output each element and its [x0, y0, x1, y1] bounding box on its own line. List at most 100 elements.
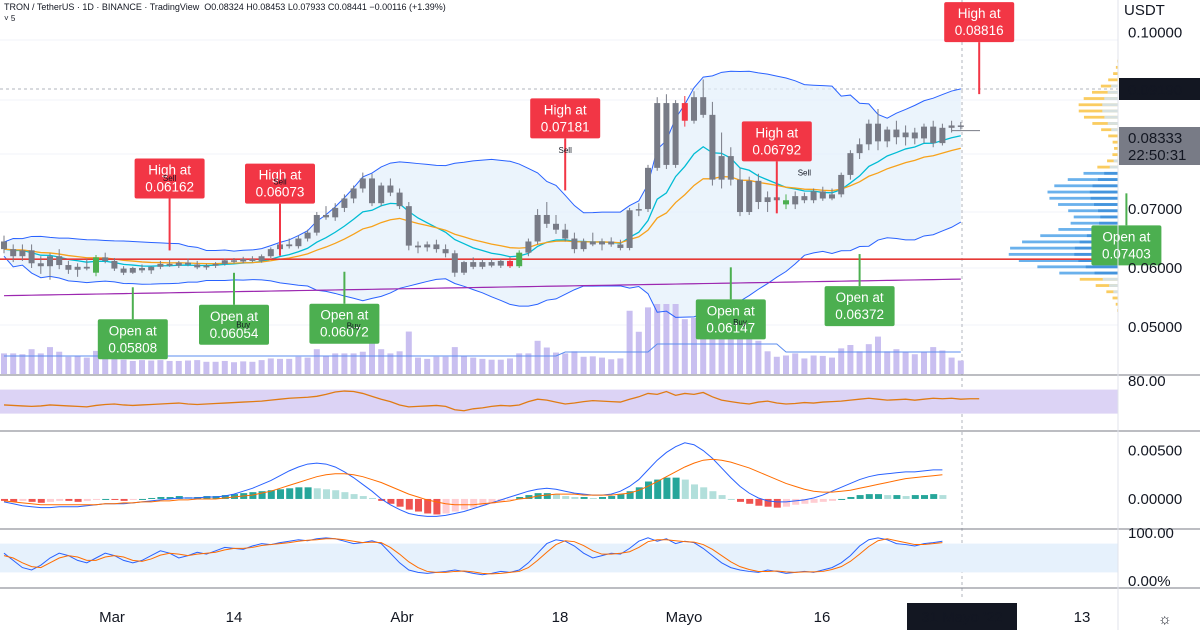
candle-body[interactable]: [534, 214, 541, 242]
stoch-k-line[interactable]: [3, 537, 943, 576]
candle-body[interactable]: [783, 200, 789, 205]
candle-body[interactable]: [231, 260, 237, 262]
rsi-pane[interactable]: [0, 389, 1118, 414]
candle-body[interactable]: [902, 132, 909, 138]
candle-body[interactable]: [718, 156, 725, 180]
candle-body[interactable]: [461, 262, 467, 273]
candle-body[interactable]: [700, 97, 707, 115]
candle-body[interactable]: [415, 245, 421, 248]
candle-body[interactable]: [258, 256, 265, 261]
candle-body[interactable]: [442, 249, 449, 254]
candle-body[interactable]: [672, 103, 679, 165]
candle-body[interactable]: [102, 257, 109, 261]
candle-body[interactable]: [175, 262, 182, 266]
candle-body[interactable]: [47, 256, 53, 267]
candle-body[interactable]: [737, 179, 743, 213]
candle-body[interactable]: [829, 194, 835, 199]
candle-body[interactable]: [83, 266, 90, 269]
candle-body[interactable]: [369, 178, 375, 204]
stoch-d-line[interactable]: [3, 538, 943, 575]
candle-body[interactable]: [194, 264, 201, 268]
candle-body[interactable]: [543, 214, 550, 224]
candle-body[interactable]: [709, 114, 716, 180]
candle-body[interactable]: [507, 260, 513, 267]
candle-body[interactable]: [589, 241, 596, 245]
candle-body[interactable]: [157, 263, 164, 267]
candle-body[interactable]: [654, 103, 661, 168]
candle-body[interactable]: [185, 262, 191, 265]
candle-body[interactable]: [479, 262, 486, 267]
candle-body[interactable]: [304, 232, 311, 239]
candle-body[interactable]: [847, 153, 854, 175]
candle-body[interactable]: [819, 191, 826, 199]
candle-body[interactable]: [663, 103, 670, 165]
candle-body[interactable]: [249, 259, 256, 261]
candle-body[interactable]: [359, 178, 366, 189]
candle-body[interactable]: [921, 126, 927, 139]
candle-body[interactable]: [451, 253, 458, 273]
candle-body[interactable]: [148, 266, 155, 271]
candle-body[interactable]: [893, 129, 900, 138]
candle-body[interactable]: [571, 238, 578, 250]
candle-body[interactable]: [562, 229, 569, 239]
candle-body[interactable]: [433, 244, 440, 250]
candle-body[interactable]: [295, 238, 302, 247]
candle-body[interactable]: [764, 197, 771, 203]
candle-body[interactable]: [323, 214, 329, 218]
candle-body[interactable]: [608, 241, 615, 245]
candle-body[interactable]: [212, 263, 219, 266]
candle-body[interactable]: [617, 244, 624, 248]
candle-body[interactable]: [129, 267, 136, 273]
candle-body[interactable]: [930, 126, 937, 144]
candle-body[interactable]: [957, 125, 964, 127]
candle-body[interactable]: [755, 180, 762, 203]
candle-body[interactable]: [635, 209, 642, 211]
candle-body[interactable]: [240, 259, 247, 262]
time-axis[interactable]: Mar 14 Abr 18 Mayo 16 31 Mayo '22 13: [99, 603, 1090, 630]
macd-line[interactable]: [3, 442, 943, 517]
candle-body[interactable]: [139, 267, 145, 271]
candle-body[interactable]: [875, 123, 881, 142]
candle-body[interactable]: [221, 260, 228, 264]
rsi-line[interactable]: [3, 390, 980, 412]
candle-body[interactable]: [884, 129, 891, 142]
candle-body[interactable]: [396, 192, 403, 207]
candle-body[interactable]: [801, 196, 808, 201]
candle-body[interactable]: [65, 265, 72, 270]
candle-body[interactable]: [681, 103, 688, 121]
candle-body[interactable]: [645, 167, 651, 210]
macd-signal-line[interactable]: [3, 458, 943, 506]
candle-body[interactable]: [267, 249, 274, 257]
candle-body[interactable]: [948, 125, 955, 128]
candle-body[interactable]: [387, 185, 394, 193]
candle-body[interactable]: [166, 263, 173, 266]
candle-body[interactable]: [341, 198, 348, 208]
candle-body[interactable]: [313, 214, 320, 233]
candle-body[interactable]: [691, 97, 697, 121]
candle-body[interactable]: [516, 252, 523, 267]
candle-body[interactable]: [746, 180, 753, 213]
candle-body[interactable]: [37, 263, 44, 267]
candle-body[interactable]: [93, 257, 99, 273]
candle-body[interactable]: [939, 127, 946, 144]
candle-body[interactable]: [10, 249, 17, 257]
indicator-toggle[interactable]: ˅ 5: [4, 14, 16, 23]
candle-body[interactable]: [727, 156, 734, 180]
candle-body[interactable]: [792, 196, 799, 205]
candle-body[interactable]: [525, 241, 532, 253]
candle-body[interactable]: [626, 210, 633, 248]
candle-body[interactable]: [203, 265, 210, 268]
candle-body[interactable]: [111, 260, 118, 269]
candle-body[interactable]: [424, 244, 431, 248]
candle-body[interactable]: [120, 268, 127, 273]
candle-body[interactable]: [865, 123, 872, 145]
macd-pane[interactable]: [1, 442, 947, 517]
candle-body[interactable]: [810, 191, 817, 201]
candle-body[interactable]: [19, 250, 26, 257]
settings-gear-icon[interactable]: ☼: [1158, 611, 1172, 628]
candle-body[interactable]: [1, 241, 7, 250]
candle-body[interactable]: [405, 206, 412, 246]
candle-body[interactable]: [350, 188, 357, 199]
candle-body[interactable]: [488, 262, 495, 266]
candle-body[interactable]: [56, 256, 63, 266]
